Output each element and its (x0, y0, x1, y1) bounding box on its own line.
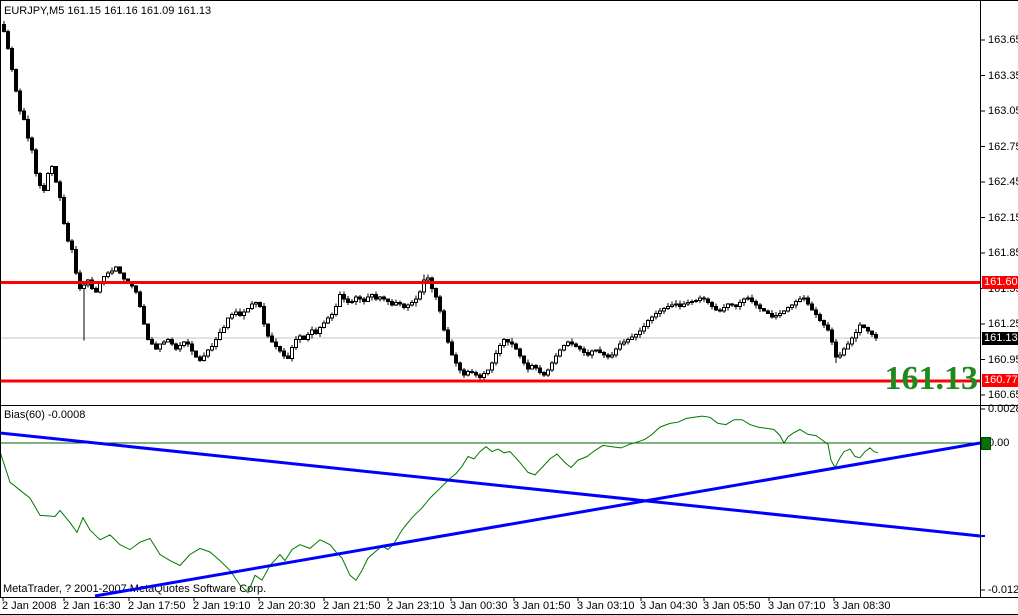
big-price-annotation: 161.13 (884, 360, 979, 397)
indicator-pane-area[interactable] (0, 406, 980, 597)
price-axis[interactable] (981, 0, 1018, 597)
indicator-name-label: Bias(60) -0.0008 (4, 409, 86, 421)
time-axis[interactable] (0, 598, 1018, 615)
price-chart-area[interactable] (0, 0, 980, 403)
symbol-ohlc-title: EURJPY,M5 161.15 161.16 161.09 161.13 (4, 5, 212, 17)
copyright-text: MetaTrader, ? 2001-2007 MetaQuotes Softw… (3, 583, 267, 595)
